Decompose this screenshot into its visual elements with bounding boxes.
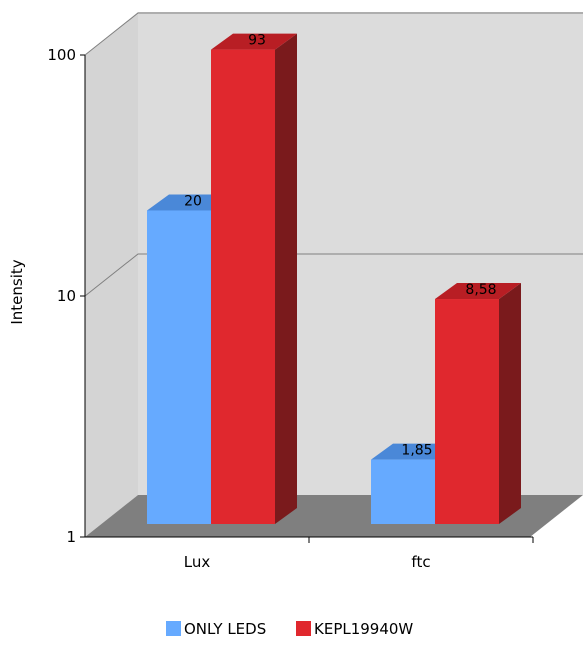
- legend-label: KEPL19940W: [314, 620, 413, 638]
- axes: 1 10 100 Lux ftc: [47, 46, 534, 571]
- bar: [211, 49, 275, 524]
- gridline: [84, 12, 583, 56]
- bar: [435, 299, 499, 524]
- y-tick-label: 100: [47, 46, 76, 64]
- data-label: 1,85: [401, 443, 432, 459]
- legend: ONLY LEDS KEPL19940W: [166, 620, 413, 638]
- x-tick-label: Lux: [184, 553, 211, 571]
- bar-top: [211, 33, 297, 50]
- bar-top: [435, 283, 521, 300]
- bar: [371, 459, 435, 524]
- data-label: 20: [184, 193, 202, 209]
- y-axis-title: Intensity: [8, 259, 26, 324]
- bar-side: [499, 283, 521, 524]
- x-tick-label: ftc: [411, 553, 430, 571]
- legend-swatch: [296, 621, 311, 636]
- gridline: [84, 253, 583, 297]
- bar-side: [275, 33, 297, 524]
- bar: [147, 210, 211, 524]
- legend-label: ONLY LEDS: [184, 620, 266, 638]
- data-label: 8,58: [465, 282, 496, 298]
- bars: 20 93 1,85 8,58: [147, 33, 521, 524]
- y-tick-label: 1: [66, 528, 76, 546]
- gridlines: [84, 12, 583, 297]
- y-tick-label: 10: [57, 287, 76, 305]
- data-label: 93: [248, 33, 266, 49]
- legend-swatch: [166, 621, 181, 636]
